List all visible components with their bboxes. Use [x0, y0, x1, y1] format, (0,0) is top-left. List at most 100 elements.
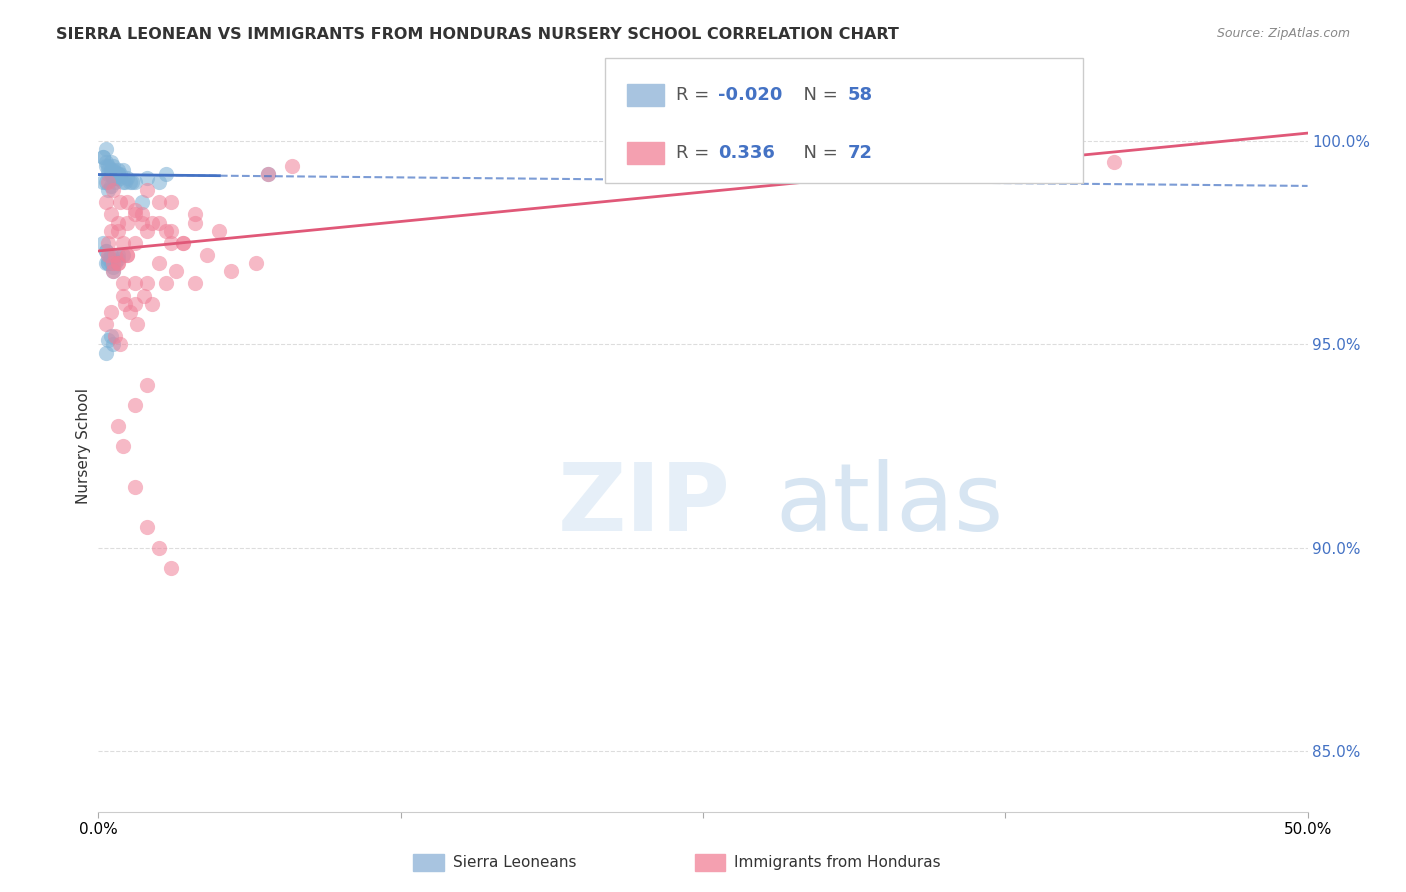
Point — [135, 277, 157, 291]
Point — [100, 224, 122, 238]
Point — [208, 224, 231, 238]
Point — [107, 248, 129, 262]
Text: 72: 72 — [848, 144, 873, 161]
Point — [127, 317, 149, 331]
Point — [111, 235, 134, 250]
Point — [172, 235, 194, 250]
Point — [124, 207, 146, 221]
Text: Source: ZipAtlas.com: Source: ZipAtlas.com — [1216, 27, 1350, 40]
Point — [184, 215, 207, 229]
Point — [104, 248, 127, 262]
Point — [97, 159, 120, 173]
Point — [97, 167, 120, 181]
Point — [114, 175, 136, 189]
Point — [100, 207, 122, 221]
Point — [101, 264, 124, 278]
Point — [135, 378, 157, 392]
Point — [104, 175, 127, 189]
Point — [101, 260, 124, 275]
Point — [160, 235, 183, 250]
Point — [1102, 154, 1125, 169]
Point — [281, 159, 304, 173]
Point — [111, 175, 134, 189]
Point — [108, 337, 131, 351]
Point — [108, 167, 131, 181]
Point — [104, 170, 127, 185]
Point — [97, 162, 120, 177]
Point — [134, 288, 156, 302]
Point — [100, 167, 122, 181]
Point — [124, 175, 146, 189]
Point — [111, 277, 134, 291]
Point — [124, 203, 146, 218]
Point — [117, 215, 139, 229]
Point — [107, 215, 129, 229]
Point — [245, 256, 267, 270]
Point — [107, 256, 129, 270]
Point — [131, 215, 153, 229]
Point — [94, 317, 117, 331]
Point — [135, 170, 157, 185]
Point — [94, 345, 117, 359]
Text: ZIP: ZIP — [558, 458, 731, 550]
Point — [94, 256, 117, 270]
Point — [107, 167, 129, 181]
Point — [97, 256, 120, 270]
Point — [108, 195, 131, 210]
Point — [118, 175, 141, 189]
Point — [117, 170, 139, 185]
Point — [155, 167, 177, 181]
Point — [107, 252, 129, 266]
Point — [160, 224, 183, 238]
Point — [114, 297, 136, 311]
Point — [118, 305, 141, 319]
Point — [131, 207, 153, 221]
Point — [91, 151, 114, 165]
Point — [104, 329, 127, 343]
Point — [135, 183, 157, 197]
Point — [111, 162, 134, 177]
Point — [94, 244, 117, 258]
Point — [117, 248, 139, 262]
Point — [107, 418, 129, 433]
Point — [124, 398, 146, 412]
Point — [101, 170, 124, 185]
Point — [121, 175, 143, 189]
Point — [94, 195, 117, 210]
Point — [124, 235, 146, 250]
Point — [100, 162, 122, 177]
Point — [101, 256, 124, 270]
Point — [141, 297, 163, 311]
Point — [1007, 142, 1029, 156]
Point — [104, 170, 127, 185]
Point — [256, 167, 278, 181]
Y-axis label: Nursery School: Nursery School — [76, 388, 91, 504]
Point — [91, 151, 114, 165]
Text: Sierra Leoneans: Sierra Leoneans — [453, 855, 576, 870]
Point — [94, 154, 117, 169]
Point — [94, 244, 117, 258]
Point — [135, 520, 157, 534]
Text: N =: N = — [792, 144, 844, 161]
Point — [148, 541, 170, 555]
Point — [148, 195, 170, 210]
Point — [100, 154, 122, 169]
Point — [101, 162, 124, 177]
Point — [184, 207, 207, 221]
Point — [97, 256, 120, 270]
Point — [141, 215, 163, 229]
Point — [101, 159, 124, 173]
Text: N =: N = — [792, 86, 844, 103]
Text: SIERRA LEONEAN VS IMMIGRANTS FROM HONDURAS NURSERY SCHOOL CORRELATION CHART: SIERRA LEONEAN VS IMMIGRANTS FROM HONDUR… — [56, 27, 898, 42]
Point — [131, 195, 153, 210]
Point — [107, 224, 129, 238]
Point — [172, 235, 194, 250]
Point — [97, 334, 120, 348]
Point — [100, 178, 122, 193]
Point — [97, 248, 120, 262]
Point — [107, 162, 129, 177]
Point — [91, 235, 114, 250]
Point — [148, 256, 170, 270]
Text: 58: 58 — [848, 86, 873, 103]
Point — [97, 252, 120, 266]
